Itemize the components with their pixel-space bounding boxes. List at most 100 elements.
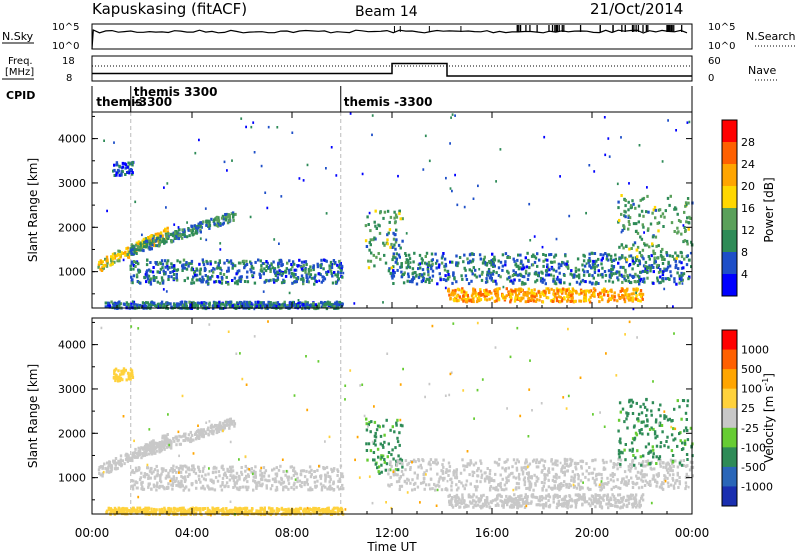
echo-cell: [687, 227, 690, 231]
echo-cell: [131, 484, 135, 488]
echo-cell: [234, 281, 237, 285]
echo-cell: [117, 508, 121, 512]
echo-cell: [508, 256, 511, 259]
echo-cell: [667, 260, 670, 264]
echo-cell: [113, 506, 117, 510]
echo-cell: [215, 466, 218, 470]
echo-cell: [583, 264, 587, 268]
echo-cell: [156, 485, 159, 488]
echo-cell: [369, 449, 373, 453]
echo-cell: [504, 260, 507, 264]
echo-cell: [445, 471, 448, 474]
echo-cell: [378, 425, 381, 429]
echo-cell: [373, 434, 377, 438]
echo-cell: [144, 304, 147, 308]
echo-cell: [507, 466, 510, 470]
echo-cell: [652, 208, 655, 212]
echo-cell: [218, 300, 221, 304]
echo-cell: [261, 478, 264, 482]
echo-cell: [336, 506, 339, 510]
echo-cell: [196, 434, 199, 438]
echo-cell: [278, 480, 281, 484]
echo-cell: [288, 271, 291, 275]
echo-cell: [501, 477, 504, 481]
echo-cell: [390, 242, 393, 246]
echo-cell: [411, 280, 414, 284]
echo-cell: [226, 169, 228, 172]
echo-cell: [407, 259, 410, 263]
echo-cell: [638, 462, 641, 466]
noise-panel-frame: [91, 23, 693, 50]
echo-cell: [177, 508, 181, 512]
echo-cell: [659, 275, 662, 279]
echo-cell: [496, 287, 499, 291]
echo-cell: [311, 488, 314, 492]
echo-cell: [235, 272, 238, 276]
echo-cell: [519, 299, 522, 303]
echo-cell: [188, 305, 192, 309]
echo-cell: [332, 259, 336, 262]
echo-cell: [186, 276, 189, 280]
echo-cell: [505, 287, 508, 291]
echo-cell: [475, 479, 479, 483]
echo-cell: [411, 478, 414, 482]
echo-cell: [273, 467, 276, 471]
echo-cell: [104, 466, 107, 470]
echo-cell: [365, 449, 369, 452]
echo-cell: [431, 274, 435, 278]
echo-cell: [305, 276, 308, 279]
echo-cell: [167, 506, 170, 510]
echo-cell: [519, 289, 523, 293]
echo-cell: [136, 280, 139, 283]
echo-cell: [409, 280, 412, 284]
echo-cell: [165, 206, 167, 209]
echo-cell: [167, 275, 170, 278]
echo-cell: [291, 300, 295, 304]
echo-cell: [559, 288, 563, 292]
echo-cell: [228, 478, 232, 482]
echo-cell: [627, 482, 630, 485]
echo-cell: [507, 276, 511, 280]
echo-cell: [465, 479, 469, 483]
echo-cell: [688, 120, 691, 124]
echo-cell: [119, 458, 122, 462]
echo-cell: [652, 281, 655, 285]
echo-cell: [637, 220, 640, 224]
echo-cell: [469, 252, 472, 256]
echo-cell: [537, 290, 540, 294]
echo-cell: [386, 209, 390, 213]
echo-cell: [601, 272, 604, 276]
echo-cell: [640, 209, 644, 213]
echo-cell: [320, 474, 323, 478]
echo-cell: [590, 266, 593, 270]
echo-cell: [630, 247, 633, 250]
echo-cell: [462, 484, 465, 488]
echo-cell: [386, 238, 389, 242]
echo-cell: [265, 278, 268, 282]
echo-cell: [524, 269, 528, 273]
colorbar-tick-label: 8: [741, 246, 748, 259]
colorbar-segment: [722, 252, 737, 275]
echo-cell: [170, 305, 173, 309]
echo-cell: [127, 255, 131, 259]
echo-cell: [309, 486, 312, 490]
echo-cell: [149, 445, 153, 449]
echo-cell: [313, 480, 317, 484]
echo-cell: [555, 287, 559, 291]
echo-cell: [674, 251, 677, 255]
echo-cell: [118, 510, 121, 514]
echo-cell: [648, 245, 651, 249]
echo-cell: [582, 259, 586, 263]
echo-cell: [364, 224, 368, 228]
echo-cell: [246, 270, 249, 274]
echo-cell: [309, 265, 312, 269]
echo-cell: [602, 253, 605, 257]
echo-cell: [224, 471, 227, 475]
echo-cell: [492, 262, 495, 266]
echo-cell: [641, 269, 645, 273]
echo-cell: [196, 227, 199, 231]
echo-cell: [524, 293, 527, 297]
echo-cell: [275, 474, 279, 478]
echo-cell: [173, 223, 176, 226]
